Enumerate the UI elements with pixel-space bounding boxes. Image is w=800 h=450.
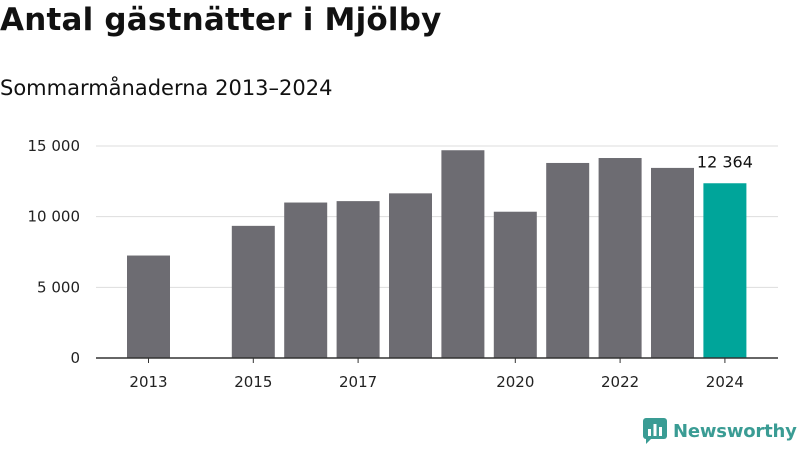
bar-2024 <box>703 183 747 358</box>
chart-subtitle: Sommarmånaderna 2013–2024 <box>0 76 333 100</box>
bar-2016 <box>284 202 328 358</box>
x-tick-label: 2020 <box>496 373 534 391</box>
brand-name: Newsworthy <box>673 420 797 442</box>
bar-2013 <box>127 255 170 358</box>
y-tick-label: 0 <box>70 349 80 367</box>
bar-2019 <box>441 150 485 358</box>
bar-2023 <box>651 167 694 358</box>
x-tick-label: 2015 <box>234 373 272 391</box>
y-tick-label: 15 000 <box>28 137 81 155</box>
x-tick-label: 2024 <box>706 373 744 391</box>
bar-2021 <box>546 162 590 358</box>
x-tick-label: 2022 <box>601 373 639 391</box>
bar-2015 <box>231 225 275 358</box>
y-tick-label: 5 000 <box>37 278 80 296</box>
y-tick-label: 10 000 <box>28 208 81 226</box>
x-tick-label: 2013 <box>129 373 167 391</box>
x-tick-label: 2017 <box>339 373 377 391</box>
brand-logo: Newsworthy <box>643 418 797 444</box>
bar-2020 <box>493 211 537 358</box>
bar-2017 <box>336 201 380 358</box>
newsworthy-logo-icon <box>643 418 667 444</box>
bar-2018 <box>389 193 432 358</box>
chart-title: Antal gästnätter i Mjölby <box>0 2 442 38</box>
bar-2022 <box>598 158 642 358</box>
data-label: 12 364 <box>697 152 753 171</box>
